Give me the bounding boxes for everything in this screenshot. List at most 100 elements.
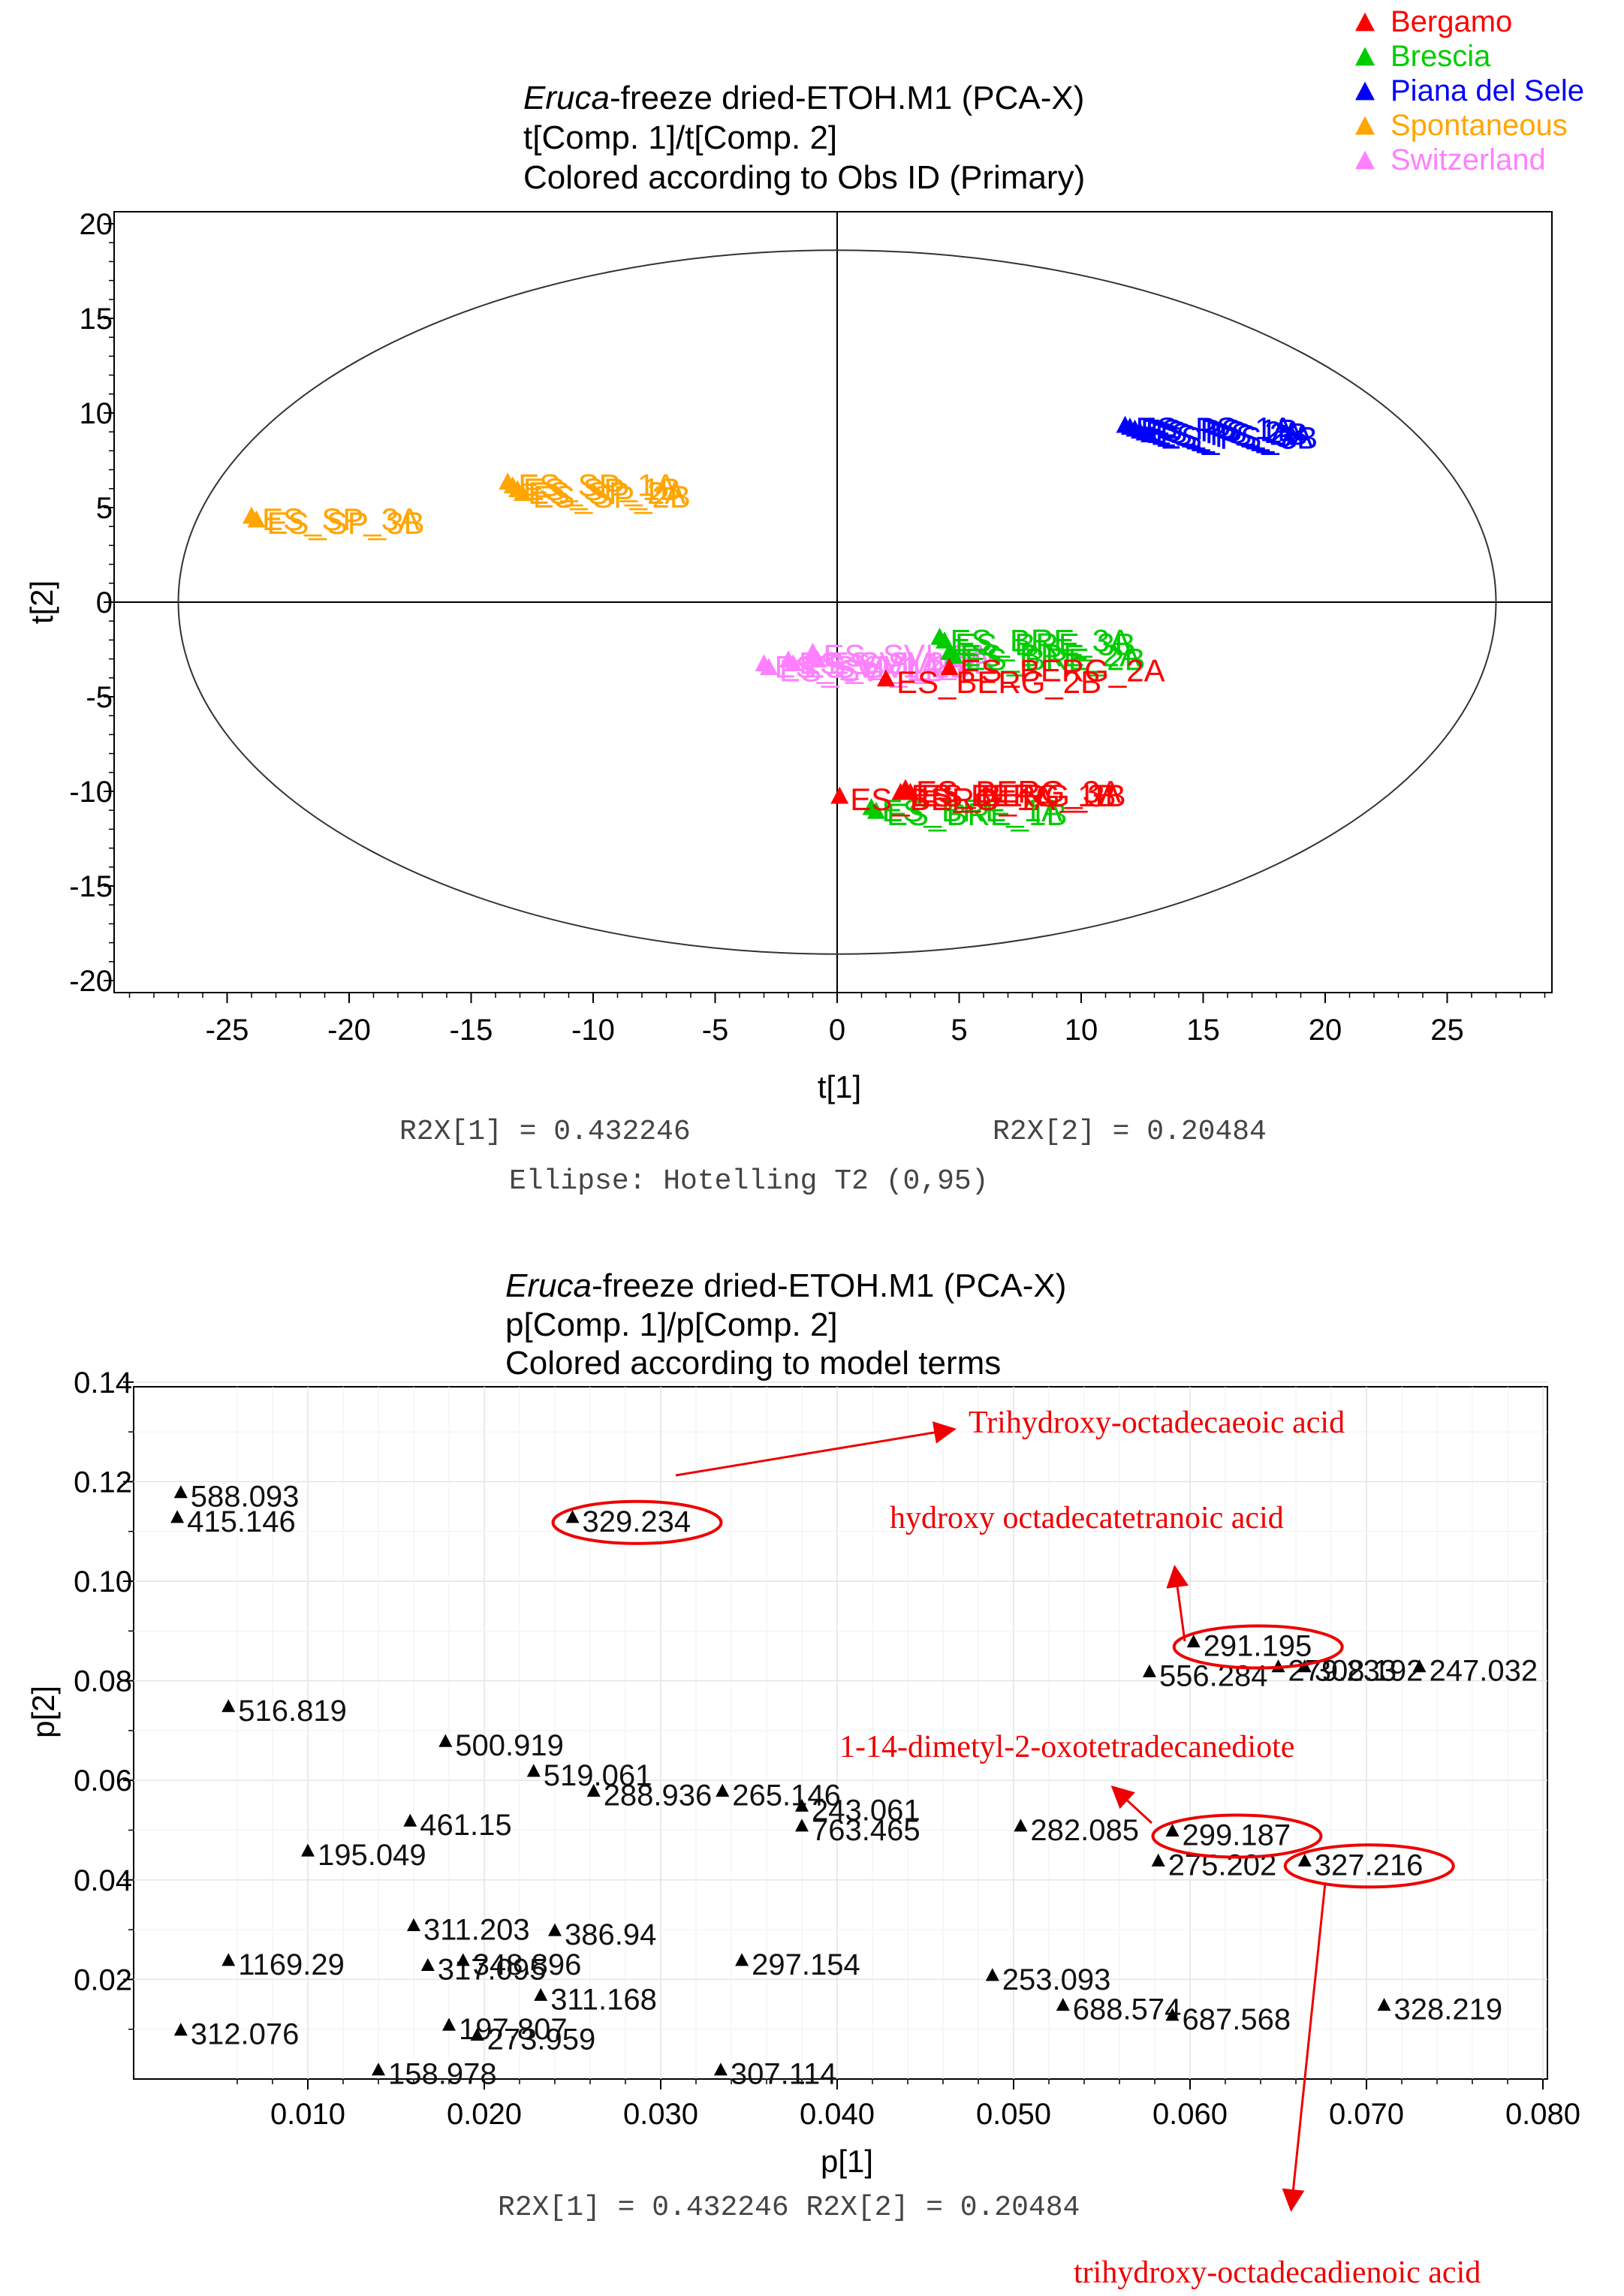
load-point-label-253-093: 253.093 [1002,1963,1111,1996]
load-point-label-519-061: 519.061 [544,1759,652,1792]
load-point-label-329-234: 329.234 [583,1505,691,1538]
score-point-label-es-sp-3b: ES_SP_3B [267,505,425,541]
score-x-tick-label: 25 [1430,1014,1464,1047]
load-subtitle: p[Comp. 1]/p[Comp. 2] [505,1306,838,1343]
load-point-label-288-936: 288.936 [604,1779,713,1812]
load-point-label-461-15: 461.15 [420,1809,511,1842]
score-r2x-2: R2X[2] = 0.20484 [993,1116,1267,1148]
load-y-tick-label: 0.10 [74,1565,132,1598]
annotation-label-329-234: Trihydroxy-octadecaeoic acid [969,1406,1345,1440]
load-point-273-959 [470,2027,484,2041]
score-point-label-es-berg-2a: ES_BERG_2A [960,653,1165,688]
legend-marker-spontaneous [1355,116,1375,135]
load-point-label-291-195: 291.195 [1204,1630,1312,1663]
score-x-tick-label: 10 [1065,1014,1098,1047]
load-highlight-ellipses [551,1499,1455,1889]
load-point-312-076 [173,2023,188,2036]
load-point-500-919 [438,1734,453,1747]
load-y-tick-label: 0.08 [74,1665,132,1698]
load-r2x-footer: R2X[1] = 0.432246 R2X[2] = 0.20484 [498,2192,1080,2224]
load-point-291-195 [1186,1635,1201,1648]
score-y-tick-label: 5 [96,492,113,525]
annotation-arrow-327-216 [1282,1882,1327,2212]
score-point-es-svi-3b [809,650,827,667]
load-point-label-311-168: 311.168 [550,1983,657,2016]
score-point-label-es-ps-3a: ES_PS_3A [1155,418,1313,453]
load-point-243-061 [795,1798,809,1812]
load-point-461-15 [403,1813,417,1827]
score-subtitle: t[Comp. 1]/t[Comp. 2] [523,119,837,156]
load-point-label-243-061: 243.061 [812,1794,920,1827]
score-x-tick-label: 20 [1309,1014,1342,1047]
score-point-label-es-sp-1a: ES_SP_1A [518,468,676,503]
score-point-label-es-svi-3a: ES_SVI_3A [824,638,990,673]
score-point-label-es-svi-2a: ES_SVI_2A [799,646,966,681]
load-point-label-273-959: 273.959 [487,2023,596,2056]
load-point-415-146 [170,1510,185,1523]
load-point-311-168 [534,1987,548,2001]
score-point-es-berg-2a [940,658,959,676]
score-zero-axes [114,212,1552,993]
load-point-label-1169-29: 1169.29 [238,1948,345,1981]
load-point-label-308-192: 308.192 [1315,1655,1424,1688]
load-point-327-216 [1297,1853,1312,1867]
load-x-tick-label: 0.070 [1329,2098,1404,2131]
load-y-tick-label: 0.14 [74,1366,132,1400]
load-point-label-312-076: 312.076 [191,2018,300,2051]
score-r2x-1: R2X[1] = 0.432246 [399,1116,691,1148]
load-point-label-588-093: 588.093 [191,1481,300,1514]
score-ellipse-note: Ellipse: Hotelling T2 (0,95) [509,1165,989,1198]
score-y-tick-label: -15 [69,870,113,903]
load-point-386-94 [548,1923,562,1936]
load-point-label-687-568: 687.568 [1183,2003,1291,2036]
load-subtitle-2: Colored according to model terms [505,1345,1001,1382]
score-point-label-es-berg-1a: ES_BERG_1A [850,782,1055,817]
annotation-arrow-291-195 [1166,1565,1189,1642]
load-point-282-085 [1014,1818,1028,1832]
score-point-es-berg-3b [901,782,920,800]
score-point-label-es-berg-1b: ES_BERG_1B [911,778,1116,813]
score-x-tick-label: -15 [450,1014,493,1047]
load-point-688-574 [1056,1998,1070,2011]
load-point-763-465 [795,1818,809,1832]
score-point-label-es-ps-2b: ES_PS_2B [1150,417,1308,452]
score-point-label-es-bre-3b: ES_BRE_3B [955,626,1135,661]
score-y-tick-label: 15 [80,303,113,336]
load-point-label-195-049: 195.049 [318,1839,426,1872]
highlight-ellipse-327-216 [1283,1843,1455,1889]
score-x-tick-label: 15 [1186,1014,1220,1047]
hotelling-t2-ellipse [177,249,1497,955]
score-point-es-sp-2b [513,484,532,502]
load-point-556-284 [1142,1664,1156,1677]
load-point-265-146 [716,1783,730,1797]
load-point-247-032 [1412,1659,1427,1673]
load-title: Eruca-freeze dried-ETOH.M1 (PCA-X) [505,1267,1066,1304]
load-point-label-158-978: 158.978 [388,2058,497,2091]
load-y-tick-label: 0.06 [74,1764,132,1797]
score-plot: Eruca-freeze dried-ETOH.M1 (PCA-X) t[Com… [24,5,1584,1198]
highlight-ellipse-291-195 [1172,1624,1344,1670]
score-point-label-es-ps-1a: ES_PS_1A [1136,411,1294,446]
load-grid [134,1382,1547,2079]
load-x-tick-label: 0.020 [447,2098,522,2131]
load-title-rest: -freeze dried-ETOH.M1 (PCA-X) [592,1267,1066,1304]
load-point-label-265-146: 265.146 [732,1779,841,1812]
score-point-es-bre-1b [867,801,885,819]
load-x-axis-label: p[1] [821,2144,873,2179]
load-x-tick-label: 0.080 [1505,2098,1580,2131]
load-point-label-307-114: 307.114 [731,2058,837,2091]
score-y-tick-label: 0 [96,586,113,619]
score-y-tick-label: 20 [80,208,113,241]
load-point-label-297-154: 297.154 [752,1948,860,1981]
load-point-label-688-574: 688.574 [1073,1993,1182,2026]
score-x-tick-label: -25 [206,1014,249,1047]
score-point-es-berg-2b [877,669,895,687]
load-point-195-049 [301,1843,315,1857]
score-point-es-berg-1a [830,786,849,804]
legend-label-switzerland: Switzerland [1390,143,1546,176]
load-point-label-500-919: 500.919 [455,1729,564,1762]
annotation-label-299-187: 1-14-dimetyl-2-oxotetradecanediote [839,1730,1294,1764]
score-point-es-svi-1b [760,658,778,676]
